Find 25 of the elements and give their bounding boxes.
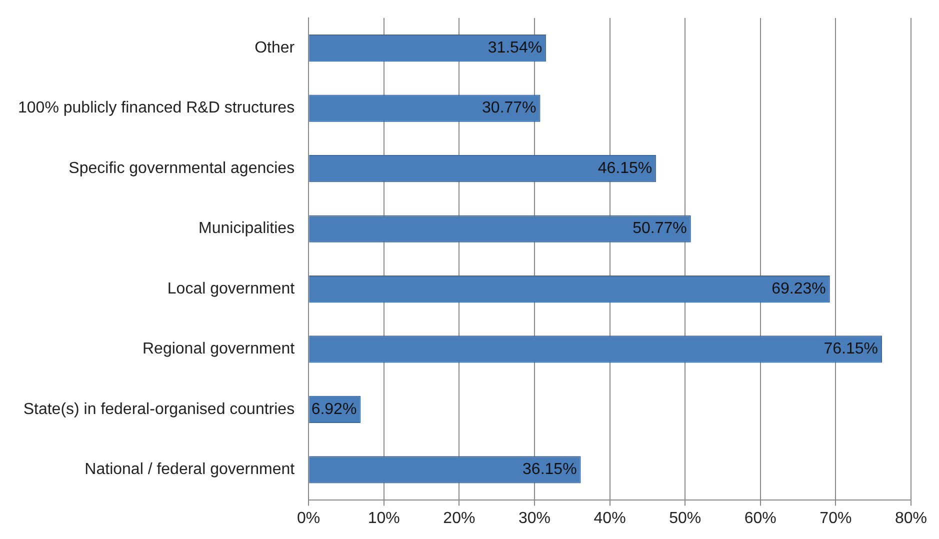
x-tick-label: 40% xyxy=(594,510,626,527)
data-label: 76.15% xyxy=(824,340,878,358)
x-tick-label: 30% xyxy=(518,510,550,527)
y-tick-label: Regional government xyxy=(142,340,296,358)
y-tick-label: Municipalities xyxy=(198,220,295,238)
data-label: 46.15% xyxy=(598,160,652,177)
x-tick-label: 0% xyxy=(297,510,320,527)
data-label: 36.15% xyxy=(522,461,577,478)
x-tick-label: 80% xyxy=(894,510,928,527)
x-tick-label: 10% xyxy=(368,510,400,527)
y-tick-label: National / federal government xyxy=(84,461,296,478)
data-label: 50.77% xyxy=(632,220,687,238)
y-tick-label: 100% publicly financed R&D structures xyxy=(18,100,295,117)
x-tick-label: 20% xyxy=(443,510,476,527)
data-label: 69.23% xyxy=(772,280,826,298)
y-tick-label: State(s) in federal-organised countries xyxy=(23,400,295,418)
data-label: 6.92% xyxy=(311,400,357,418)
y-tick-label: Specific governmental agencies xyxy=(68,160,295,177)
x-tick-label: 70% xyxy=(820,510,852,527)
data-label: 30.77% xyxy=(482,100,536,117)
y-tick-label: Other xyxy=(254,40,296,57)
y-tick-label: Local government xyxy=(167,280,296,298)
x-tick-label: 50% xyxy=(669,510,702,527)
x-tick-label: 60% xyxy=(744,510,776,527)
data-label: 31.54% xyxy=(488,40,542,57)
